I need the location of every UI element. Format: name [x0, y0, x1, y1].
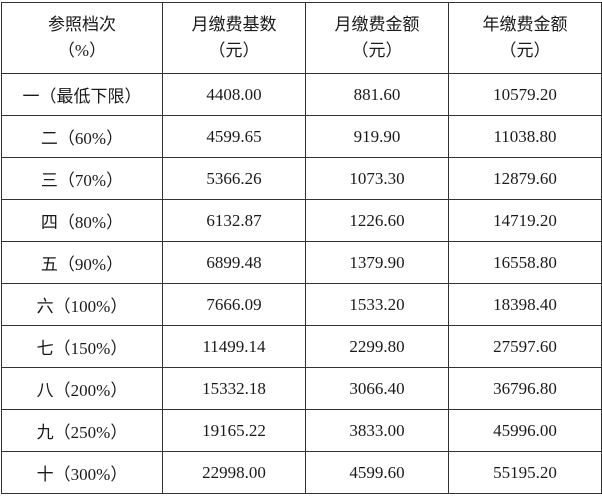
header-cell: 年缴费金额 （元） [448, 2, 602, 74]
amount-cell: 36796.80 [448, 367, 602, 410]
header-text: 月缴费基数 [191, 15, 277, 34]
header-text: （%） [57, 41, 107, 60]
header-text: （元） [208, 41, 260, 60]
table-row: 二（60%） 4599.65 919.90 11038.80 [1, 115, 602, 158]
header-cell: 月缴费金额 （元） [305, 2, 449, 74]
amount-cell: 4408.00 [162, 73, 306, 116]
level-cell: 九（250%） [1, 409, 163, 452]
level-cell: 三（70%） [1, 157, 163, 200]
header-cell: 月缴费基数 （元） [162, 2, 306, 74]
amount-cell: 45996.00 [448, 409, 602, 452]
level-cell: 八（200%） [1, 367, 163, 410]
level-cell: 六（100%） [1, 283, 163, 326]
level-cell: 七（150%） [1, 325, 163, 368]
amount-cell: 1379.90 [305, 241, 449, 284]
amount-cell: 3066.40 [305, 367, 449, 410]
level-cell: 五（90%） [1, 241, 163, 284]
table-row: 三（70%） 5366.26 1073.30 12879.60 [1, 157, 602, 200]
header-text: 月缴费金额 [334, 15, 420, 34]
amount-cell: 14719.20 [448, 199, 602, 242]
amount-cell: 1073.30 [305, 157, 449, 200]
amount-cell: 6132.87 [162, 199, 306, 242]
table-row: 六（100%） 7666.09 1533.20 18398.40 [1, 283, 602, 326]
amount-cell: 11499.14 [162, 325, 306, 368]
table-row: 九（250%） 19165.22 3833.00 45996.00 [1, 409, 602, 452]
amount-cell: 1533.20 [305, 283, 449, 326]
table-row: 七（150%） 11499.14 2299.80 27597.60 [1, 325, 602, 368]
amount-cell: 18398.40 [448, 283, 602, 326]
header-cell: 参照档次 （%） [1, 2, 163, 74]
table-row: 一（最低下限） 4408.00 881.60 10579.20 [1, 73, 602, 116]
amount-cell: 7666.09 [162, 283, 306, 326]
table-row: 五（90%） 6899.48 1379.90 16558.80 [1, 241, 602, 284]
amount-cell: 5366.26 [162, 157, 306, 200]
amount-cell: 4599.60 [305, 451, 449, 494]
amount-cell: 881.60 [305, 73, 449, 116]
amount-cell: 55195.20 [448, 451, 602, 494]
header-text: 年缴费金额 [482, 15, 568, 34]
amount-cell: 11038.80 [448, 115, 602, 158]
amount-cell: 10579.20 [448, 73, 602, 116]
table-row: 十（300%） 22998.00 4599.60 55195.20 [1, 451, 602, 494]
level-cell: 四（80%） [1, 199, 163, 242]
amount-cell: 19165.22 [162, 409, 306, 452]
table-row: 八（200%） 15332.18 3066.40 36796.80 [1, 367, 602, 410]
amount-cell: 4599.65 [162, 115, 306, 158]
table-row: 四（80%） 6132.87 1226.60 14719.20 [1, 199, 602, 242]
header-text: 参照档次 [48, 15, 116, 34]
level-cell: 一（最低下限） [1, 73, 163, 116]
header-text: （元） [499, 41, 551, 60]
amount-cell: 919.90 [305, 115, 449, 158]
amount-cell: 27597.60 [448, 325, 602, 368]
amount-cell: 12879.60 [448, 157, 602, 200]
amount-cell: 22998.00 [162, 451, 306, 494]
level-cell: 十（300%） [1, 451, 163, 494]
amount-cell: 3833.00 [305, 409, 449, 452]
level-cell: 二（60%） [1, 115, 163, 158]
amount-cell: 2299.80 [305, 325, 449, 368]
amount-cell: 6899.48 [162, 241, 306, 284]
header-text: （元） [351, 41, 403, 60]
amount-cell: 15332.18 [162, 367, 306, 410]
amount-cell: 16558.80 [448, 241, 602, 284]
amount-cell: 1226.60 [305, 199, 449, 242]
header-row: 参照档次 （%） 月缴费基数 （元） 月缴费金额 （元） 年缴费金额 （元） [1, 2, 602, 74]
